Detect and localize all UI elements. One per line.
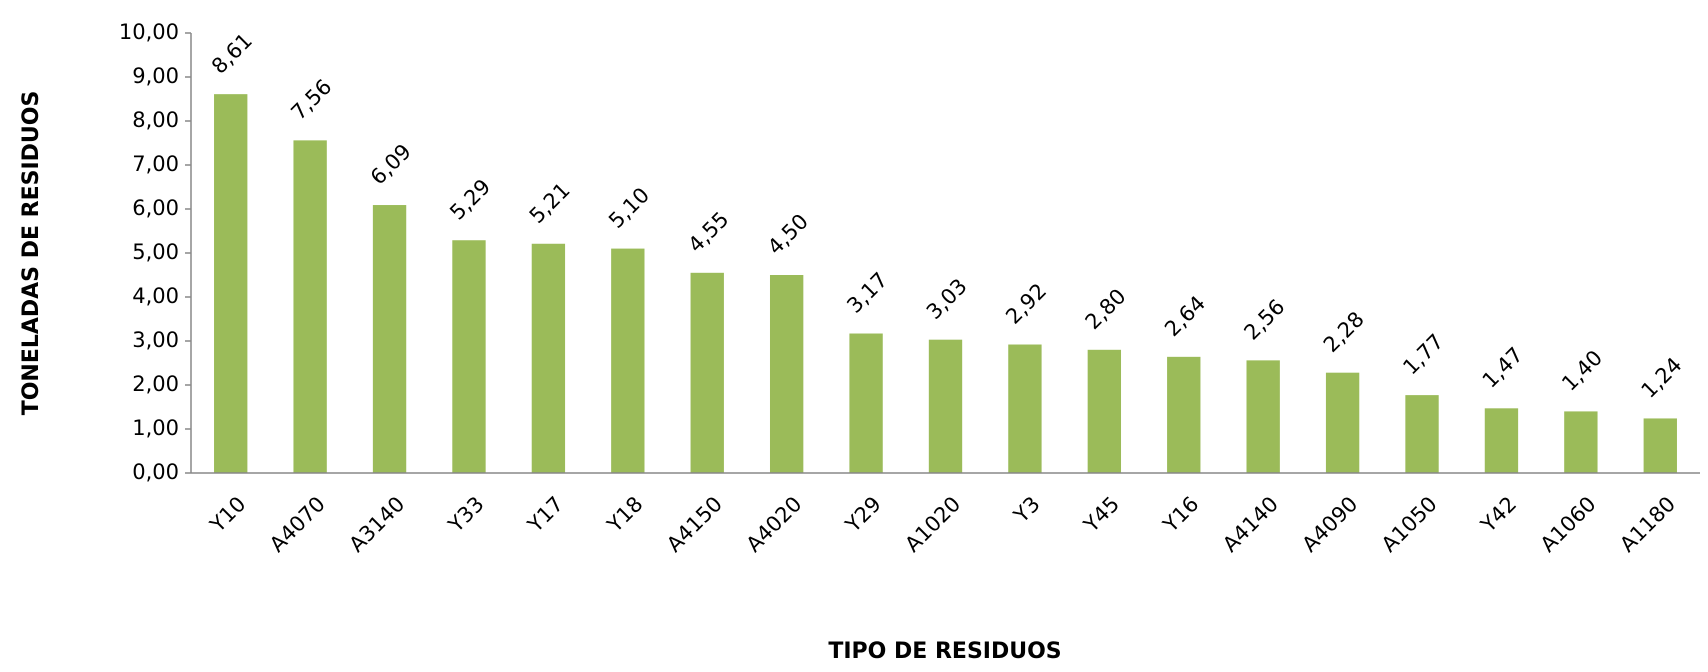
bar [769,275,804,473]
y-tick-label: 10,00 [119,20,179,44]
bar [531,243,566,473]
data-label: 1,24 [1637,353,1687,403]
x-tick-label: Y45 [1078,492,1124,538]
data-label: 2,64 [1160,291,1210,341]
y-tick-label: 2,00 [132,372,179,396]
y-tick-label: 5,00 [132,240,179,264]
bar [1325,372,1360,473]
bar [293,140,327,474]
bar [1405,395,1439,473]
bar [1246,360,1280,473]
data-label: 2,28 [1319,307,1369,357]
x-tick-label: A1060 [1536,492,1601,557]
data-label: 2,56 [1239,295,1289,345]
x-tick-label: A3140 [344,492,409,557]
bar [611,248,645,473]
data-label: 6,09 [366,139,416,189]
x-tick-label: A4150 [662,492,727,557]
data-label: 4,50 [763,209,813,259]
x-tick-label: Y18 [602,492,648,538]
x-axis-title: TIPO DE RESIDUOS [828,639,1061,664]
bar [1008,344,1042,473]
x-tick-label: Y10 [205,492,251,538]
bar [849,333,883,473]
data-label: 1,47 [1478,343,1528,393]
data-label: 3,03 [922,274,972,324]
y-tick-label: 7,00 [132,152,179,176]
y-tick-label: 8,00 [132,108,179,132]
data-label: 2,80 [1081,284,1131,334]
x-tick-label: A1180 [1615,492,1680,557]
bar [1564,411,1598,473]
x-tick-label: A4020 [742,492,807,557]
y-tick-label: 0,00 [132,460,179,484]
x-tick-label: Y33 [443,492,489,538]
y-tick-label: 4,00 [132,284,179,308]
y-tick-label: 3,00 [132,328,179,352]
x-tick-label: A4070 [265,492,330,557]
y-axis-title: TONELADAS DE RESIDUOS [19,91,44,416]
bar [214,94,248,473]
data-label: 3,17 [842,268,892,318]
x-tick-label: Y42 [1476,492,1522,538]
bar [1484,408,1519,473]
x-tick-label: A1020 [900,492,965,557]
bar [1643,418,1677,473]
data-label: 5,21 [525,178,575,228]
data-label: 8,61 [207,28,257,78]
data-label: 1,77 [1398,329,1448,379]
bar [1087,349,1122,473]
x-tick-label: Y17 [523,492,569,538]
data-label: 4,55 [684,207,734,257]
x-tick-label: A4090 [1297,492,1362,557]
bar [928,339,963,473]
x-tick-label: A4140 [1218,492,1283,557]
bar [372,205,407,474]
data-label: 1,40 [1557,346,1607,396]
x-tick-label: A1050 [1377,492,1442,557]
x-tick-label: Y3 [1008,492,1044,528]
data-label: 5,10 [604,183,654,233]
bar [1167,356,1201,473]
y-tick-label: 1,00 [132,416,179,440]
y-tick-label: 6,00 [132,196,179,220]
bar [690,272,724,473]
data-label: 2,92 [1001,279,1051,329]
x-tick-label: Y29 [840,492,886,538]
data-label: 7,56 [286,75,336,125]
y-tick-label: 9,00 [132,64,179,88]
data-label: 5,29 [445,175,495,225]
x-tick-label: Y16 [1158,492,1204,538]
bar [452,240,486,473]
